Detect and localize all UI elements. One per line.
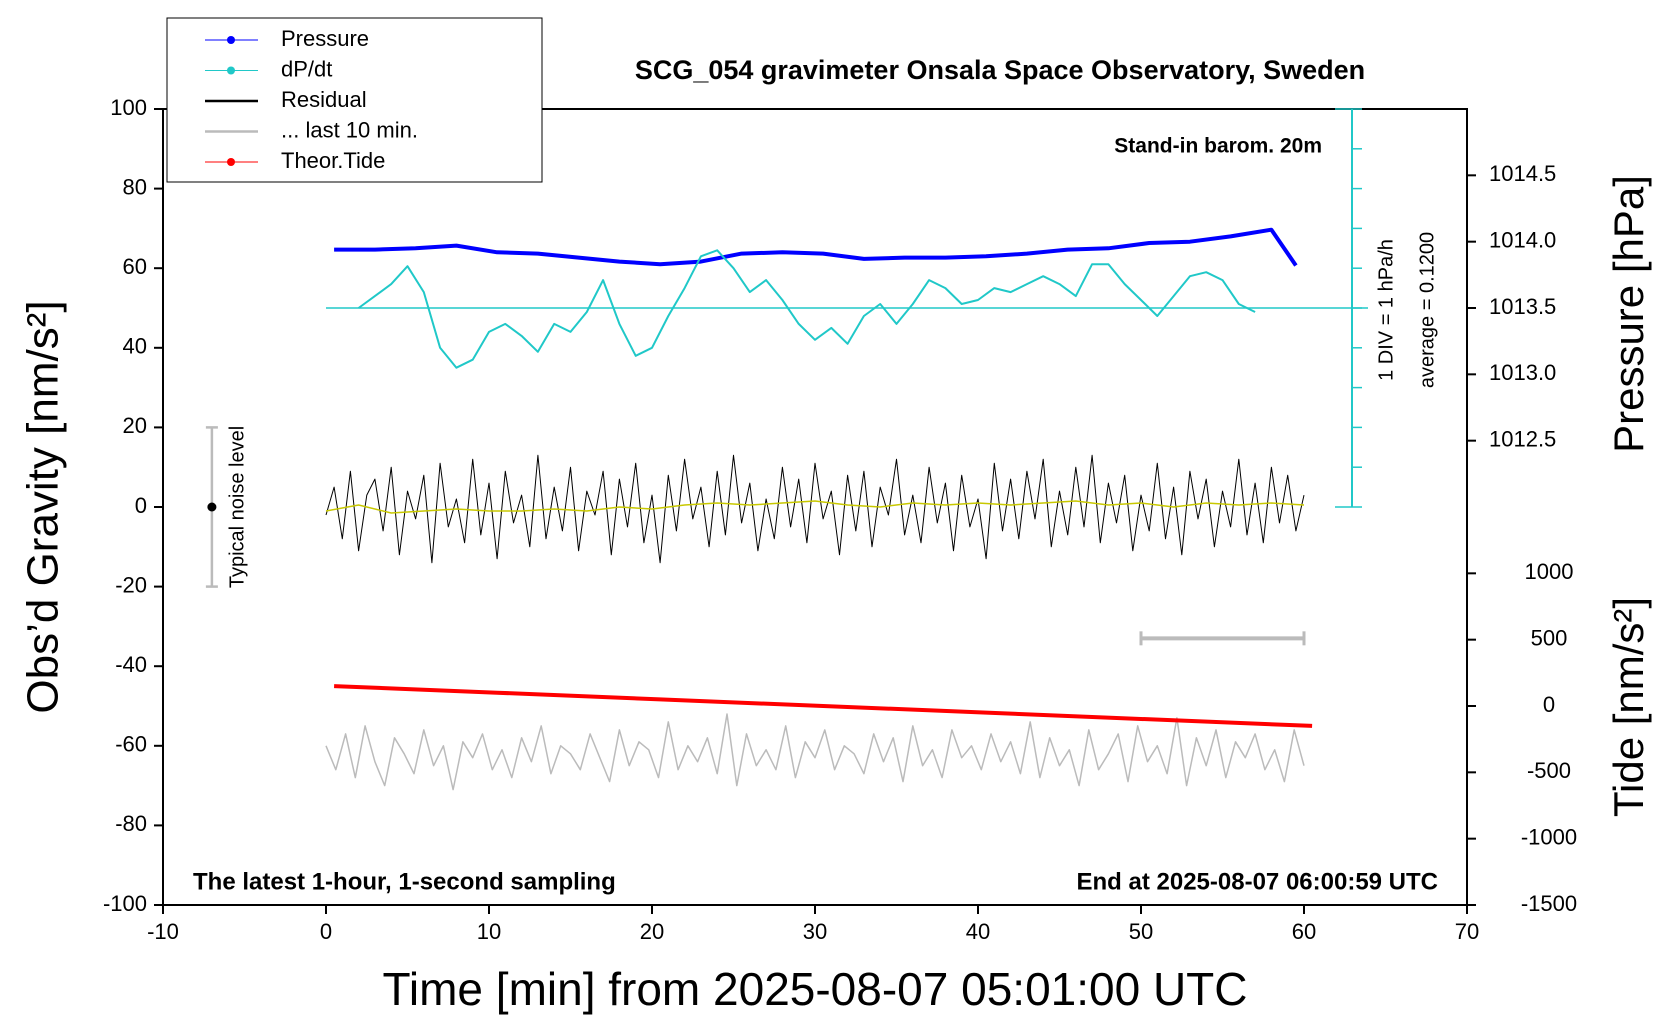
annotation: End at 2025-08-07 06:00:59 UTC <box>1077 868 1439 895</box>
y3-tick-label: -1500 <box>1521 891 1577 916</box>
y-tick-label: -60 <box>115 732 147 757</box>
y2-tick-label: 1012.5 <box>1489 426 1556 451</box>
series-line <box>358 249 1256 369</box>
legend-marker <box>227 36 235 44</box>
x-tick-label: 70 <box>1455 919 1479 944</box>
x-tick-label: 50 <box>1129 919 1153 944</box>
x-tick-label: 40 <box>966 919 990 944</box>
series-line <box>334 684 1313 728</box>
x-tick-label: 10 <box>477 919 501 944</box>
legend-label: Theor.Tide <box>281 148 385 173</box>
x-tick-label: 30 <box>803 919 827 944</box>
y2-tick-label: 1014.5 <box>1489 161 1556 186</box>
y-tick-label: -100 <box>103 891 147 916</box>
y3-axis-title: Tide [nm/s²] <box>1605 597 1652 817</box>
legend-label: dP/dt <box>281 56 332 81</box>
legend-marker <box>227 66 235 75</box>
y2-tick-label: 1013.0 <box>1489 360 1556 385</box>
legend-marker <box>227 158 235 166</box>
x-tick-label: 60 <box>1292 919 1316 944</box>
x-tick-label: 20 <box>640 919 664 944</box>
legend-label: ... last 10 min. <box>281 117 418 142</box>
y2-tick-label: 1013.5 <box>1489 294 1556 319</box>
chart-title: SCG_054 gravimeter Onsala Space Observat… <box>635 55 1365 85</box>
series-line <box>334 227 1298 267</box>
legend-label: Residual <box>281 87 367 112</box>
y3-tick-label: 500 <box>1531 625 1568 650</box>
y3-tick-label: 0 <box>1543 692 1555 717</box>
y-tick-label: 100 <box>110 95 147 120</box>
y-tick-label: 60 <box>123 254 147 279</box>
y3-tick-label: -1000 <box>1521 824 1577 849</box>
y-tick-label: -40 <box>115 652 147 677</box>
dpdt-average-label: average = 0.1200 <box>1416 232 1438 388</box>
x-axis-title: Time [min] from 2025-08-07 05:01:00 UTC <box>383 963 1248 1015</box>
x-tick-label: 0 <box>320 919 332 944</box>
series-line <box>325 454 1305 564</box>
y-tick-label: 0 <box>135 493 147 518</box>
annotation: Stand-in barom. 20m <box>1114 135 1322 158</box>
y-tick-label: 20 <box>123 413 147 438</box>
y2-axis-title: Pressure [hPa] <box>1605 175 1652 453</box>
y-tick-label: 40 <box>123 334 147 359</box>
noise-level-label: Typical noise level <box>226 426 248 588</box>
y-tick-label: -20 <box>115 572 147 597</box>
x-tick-label: -10 <box>147 919 179 944</box>
y-tick-label: 80 <box>123 174 147 199</box>
y2-tick-label: 1014.0 <box>1489 227 1556 252</box>
series-line <box>325 500 1305 514</box>
y-axis-title: Obs’d Gravity [nm/s²] <box>19 300 68 713</box>
y-tick-label: -80 <box>115 811 147 836</box>
dpdt-div-label: 1 DIV = 1 hPa/h <box>1375 239 1397 381</box>
y3-tick-label: 1000 <box>1525 559 1574 584</box>
annotation: The latest 1-hour, 1-second sampling <box>193 868 616 895</box>
y3-tick-label: -500 <box>1527 758 1571 783</box>
noise-center <box>207 502 217 512</box>
series-line <box>325 713 1305 791</box>
legend-label: Pressure <box>281 26 369 51</box>
